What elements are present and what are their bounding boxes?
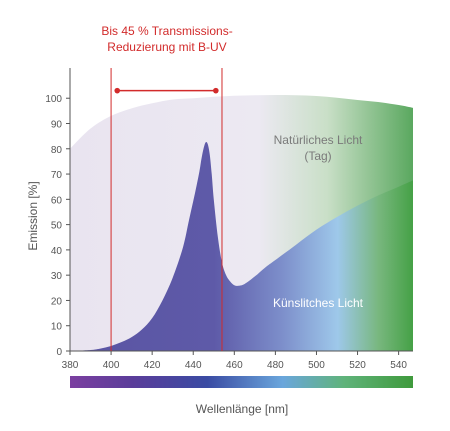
annotation-text-line2: Reduzierung mit B-UV — [107, 40, 226, 54]
x-tick-label: 500 — [308, 360, 325, 371]
wavelength-spectrum-bar — [70, 376, 413, 388]
x-tick-label: 380 — [62, 360, 79, 371]
y-tick-label: 70 — [51, 170, 63, 181]
annotation-range-dot-end — [213, 87, 219, 94]
x-tick-label: 420 — [144, 360, 161, 371]
y-tick-label: 20 — [51, 296, 63, 307]
x-tick-label: 460 — [226, 360, 243, 371]
artificial-light-label: Künslitches Licht — [273, 296, 364, 310]
x-tick-label: 480 — [267, 360, 284, 371]
y-tick-label: 40 — [51, 246, 63, 257]
annotation-range-dot-start — [114, 87, 121, 94]
y-tick-label: 100 — [45, 94, 62, 105]
x-tick-label: 440 — [185, 360, 202, 371]
x-tick-label: 520 — [349, 360, 366, 371]
y-tick-label: 60 — [51, 195, 63, 206]
annotation-text-line1: Bis 45 % Transmissions- — [101, 24, 232, 38]
x-tick-label: 540 — [390, 360, 407, 371]
y-tick-label: 10 — [51, 322, 63, 333]
y-axis-label: Emission [%] — [26, 181, 40, 250]
x-axis-label: Wellenlänge [nm] — [196, 402, 289, 416]
transmission-annotation — [110, 68, 223, 351]
y-tick-label: 80 — [51, 145, 63, 156]
axes: 0 10 20 30 40 50 60 70 80 90 100 380 400 420 440 460 480… — [45, 68, 413, 371]
y-tick-label: 30 — [51, 271, 63, 282]
y-tick-label: 50 — [51, 221, 63, 232]
plot-areas — [70, 94, 413, 351]
y-tick-label: 90 — [51, 120, 63, 131]
natural-light-label: Natürliches Licht — [274, 133, 363, 147]
natural-light-sublabel: (Tag) — [304, 149, 331, 163]
x-tick-label: 400 — [103, 360, 120, 371]
y-tick-label: 0 — [56, 347, 62, 358]
artificial-light-area — [70, 141, 413, 351]
